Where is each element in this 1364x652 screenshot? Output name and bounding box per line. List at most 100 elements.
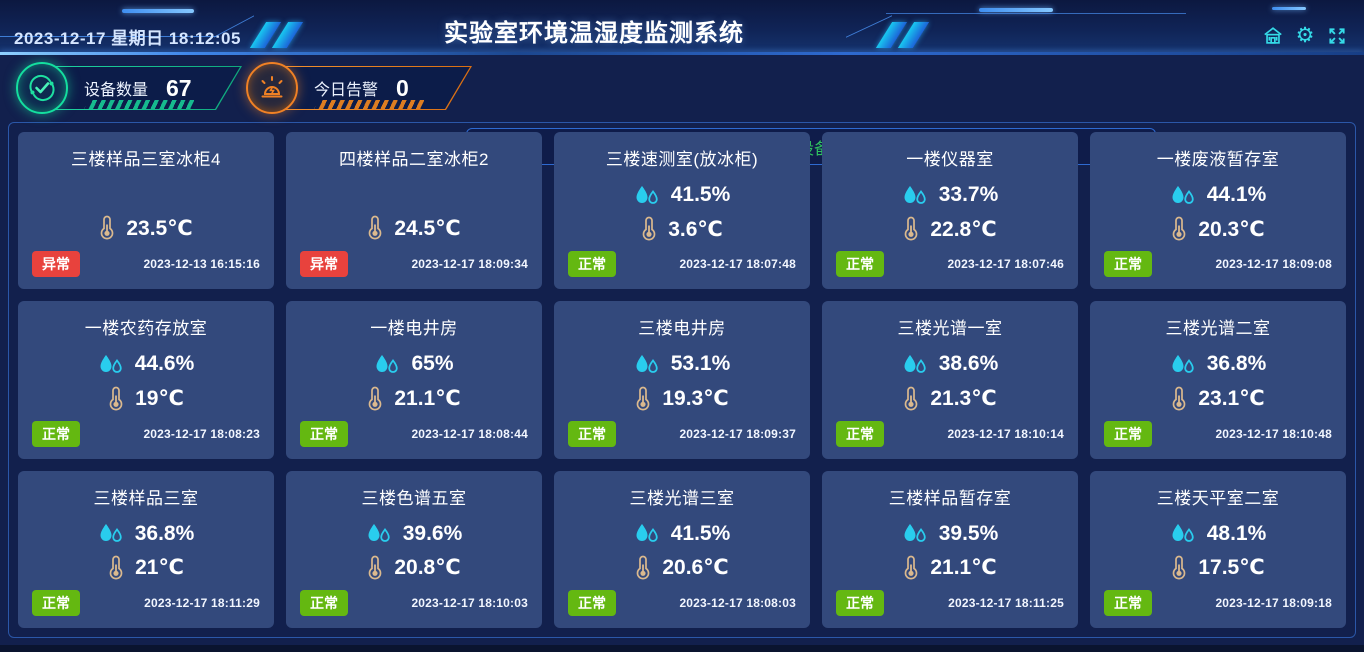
humidity-value: 38.6% bbox=[938, 352, 999, 376]
reading-timestamp: 2023-12-17 18:09:34 bbox=[411, 257, 528, 272]
cards-panel: 三楼样品三室冰柜4 23 bbox=[8, 122, 1356, 638]
card-grid: 三楼样品三室冰柜4 23 bbox=[9, 123, 1355, 637]
thermometer-icon bbox=[635, 555, 651, 581]
humidity-value: 41.5% bbox=[670, 521, 731, 545]
temperature-value: 20.6℃ bbox=[662, 556, 729, 580]
alarm-count-value: 0 bbox=[396, 74, 409, 101]
humidity-value: 39.5% bbox=[938, 521, 999, 545]
sensor-card[interactable]: 三楼样品暂存室 39.5% bbox=[822, 470, 1078, 628]
status-badge: 异常 bbox=[300, 251, 348, 278]
thermometer-icon bbox=[367, 555, 383, 581]
sensor-card[interactable]: 三楼样品三室 36.8% bbox=[18, 470, 274, 628]
header-underline bbox=[0, 52, 1364, 55]
status-badge: 正常 bbox=[568, 420, 616, 447]
water-drops-icon bbox=[902, 185, 928, 206]
sensor-card[interactable]: 三楼天平室二室 48.1% bbox=[1090, 470, 1346, 628]
thermometer-icon bbox=[903, 555, 919, 581]
temperature-value: 21℃ bbox=[135, 556, 184, 580]
reading-timestamp: 2023-12-17 18:10:48 bbox=[1215, 426, 1332, 441]
thermometer-icon bbox=[367, 386, 383, 412]
temperature-value: 21.3℃ bbox=[930, 387, 997, 411]
humidity-value: 44.1% bbox=[1206, 183, 1267, 207]
sensor-card[interactable]: 三楼光谱二室 36.8% bbox=[1090, 301, 1346, 459]
temperature-value: 23.1℃ bbox=[1198, 387, 1265, 411]
status-badge: 正常 bbox=[32, 420, 80, 447]
temperature-row: 20.3℃ bbox=[1171, 216, 1265, 242]
status-badge: 正常 bbox=[836, 251, 884, 278]
room-name: 一楼仪器室 bbox=[906, 150, 994, 169]
humidity-row: 36.8% bbox=[98, 522, 194, 546]
humidity-row: 53.1% bbox=[634, 352, 731, 376]
humidity-row: 41.5% bbox=[634, 183, 730, 207]
thermometer-icon bbox=[1171, 555, 1187, 581]
temperature-row: 19℃ bbox=[108, 386, 184, 412]
sensor-card[interactable]: 四楼样品二室冰柜2 24 bbox=[286, 132, 542, 290]
sensor-card[interactable]: 三楼光谱三室 41.5% bbox=[554, 470, 810, 628]
temperature-row: 21.1℃ bbox=[367, 386, 461, 412]
device-count-value: 67 bbox=[166, 74, 192, 101]
header: 2023-12-17 星期日 18:12:05 实验室环境温湿度监测系统 ⚙ bbox=[0, 0, 1364, 55]
temperature-value: 23.5℃ bbox=[126, 216, 193, 240]
water-drops-icon bbox=[634, 354, 660, 375]
humidity-row: 33.7% bbox=[902, 183, 999, 207]
temperature-row: 19.3℃ bbox=[635, 386, 729, 412]
humidity-value: 36.8% bbox=[1206, 352, 1267, 376]
water-drops-icon bbox=[374, 354, 400, 375]
device-count-label: 设备数量 bbox=[84, 82, 149, 99]
humidity-value: 53.1% bbox=[670, 352, 731, 376]
room-name: 一楼废液暂存室 bbox=[1156, 150, 1280, 169]
reading-timestamp: 2023-12-17 18:07:46 bbox=[947, 257, 1064, 272]
sensor-card[interactable]: 三楼电井房 53.1% 1 bbox=[554, 301, 810, 459]
reading-timestamp: 2023-12-17 18:09:18 bbox=[1215, 595, 1332, 610]
fullscreen-icon[interactable] bbox=[1326, 25, 1348, 47]
reading-timestamp: 2023-12-17 18:10:03 bbox=[411, 595, 528, 610]
thermometer-icon bbox=[903, 216, 919, 242]
temperature-value: 19℃ bbox=[135, 387, 184, 411]
deco-stripes-left bbox=[249, 22, 304, 48]
status-badge: 正常 bbox=[1104, 420, 1152, 447]
sensor-card[interactable]: 一楼农药存放室 44.6% bbox=[18, 301, 274, 459]
reading-timestamp: 2023-12-17 18:10:14 bbox=[947, 426, 1064, 441]
sensor-card[interactable]: 三楼色谱五室 39.6% bbox=[286, 470, 542, 628]
gear-icon[interactable]: ⚙ bbox=[1295, 24, 1315, 47]
stats-row: 设备数量 67 今日告警 0 bbox=[0, 60, 1364, 165]
sensor-card[interactable]: 三楼速测室(放冰柜) 41.5% bbox=[554, 132, 810, 290]
room-name: 三楼光谱三室 bbox=[629, 488, 735, 508]
home-icon[interactable] bbox=[1262, 25, 1284, 47]
sensor-card[interactable]: 三楼样品三室冰柜4 23 bbox=[18, 132, 274, 290]
status-badge: 正常 bbox=[836, 420, 884, 447]
header-deco-bar bbox=[1272, 7, 1306, 10]
humidity-value: 48.1% bbox=[1206, 521, 1267, 545]
status-badge: 异常 bbox=[32, 251, 80, 278]
humidity-row: 44.1% bbox=[1170, 183, 1267, 207]
room-name: 三楼光谱一室 bbox=[897, 319, 1003, 339]
reading-timestamp: 2023-12-17 18:11:29 bbox=[144, 595, 260, 610]
water-drops-icon bbox=[634, 185, 660, 206]
humidity-row: 48.1% bbox=[1170, 521, 1267, 546]
reading-timestamp: 2023-12-17 18:08:23 bbox=[143, 426, 260, 441]
thermometer-icon bbox=[903, 386, 919, 412]
check-circle-icon bbox=[16, 62, 68, 114]
deco-hatch bbox=[84, 100, 196, 109]
sensor-card[interactable]: 一楼废液暂存室 44.1% bbox=[1090, 132, 1346, 290]
humidity-row: 44.6% bbox=[98, 352, 194, 376]
reading-timestamp: 2023-12-17 18:11:25 bbox=[948, 595, 1064, 610]
room-name: 四楼样品二室冰柜2 bbox=[339, 150, 489, 169]
humidity-row: 36.8% bbox=[1170, 352, 1267, 376]
thermometer-icon bbox=[108, 386, 124, 412]
room-name: 三楼电井房 bbox=[638, 319, 726, 339]
temperature-value: 17.5℃ bbox=[1198, 556, 1265, 580]
sensor-card[interactable]: 三楼光谱一室 38.6% bbox=[822, 301, 1078, 459]
alarm-count-label: 今日告警 bbox=[314, 82, 379, 99]
temperature-row: 3.6℃ bbox=[641, 216, 723, 242]
temperature-value: 20.3℃ bbox=[1198, 217, 1265, 241]
room-name: 三楼样品暂存室 bbox=[888, 488, 1012, 508]
water-drops-icon bbox=[1170, 523, 1196, 544]
sensor-card[interactable]: 一楼仪器室 33.7% 2 bbox=[822, 132, 1078, 290]
humidity-row: 39.6% bbox=[366, 522, 462, 546]
deco-stripes-right bbox=[875, 22, 930, 48]
humidity-value: 33.7% bbox=[938, 183, 999, 207]
sensor-card[interactable]: 一楼电井房 65% 21. bbox=[286, 301, 542, 459]
reading-timestamp: 2023-12-17 18:09:37 bbox=[679, 426, 796, 441]
water-drops-icon bbox=[98, 354, 124, 375]
